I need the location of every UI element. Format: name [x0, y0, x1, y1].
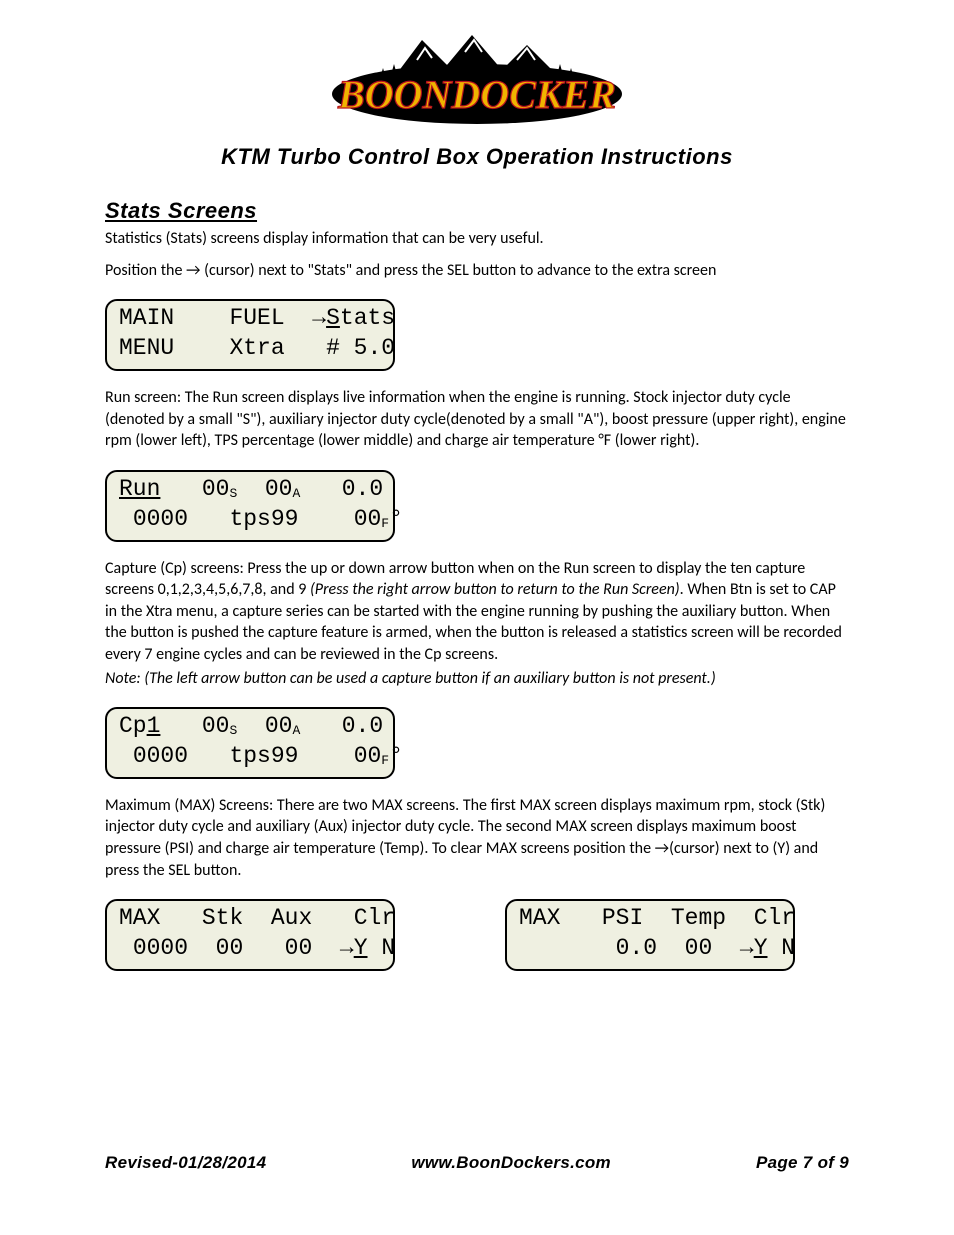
lcd5-yes: Y [754, 935, 768, 961]
position-para: Position the → (cursor) next to "Stats" … [105, 260, 849, 282]
cursor-arrow-icon: → [740, 935, 754, 961]
lcd3-temp: 00 [354, 743, 382, 769]
capture-text-b: (Press the right arrow button to return … [310, 580, 680, 599]
lcd3-boost: 0.0 [342, 713, 383, 739]
max-para: Maximum (MAX) Screens: There are two MAX… [105, 795, 849, 881]
lcd5-max: MAX [519, 905, 560, 931]
cursor-arrow-icon: → [312, 305, 326, 331]
lcd5-clr: Clr [754, 905, 795, 931]
footer-page: Page 7 of 9 [756, 1153, 849, 1173]
lcd5-psi-val: 0.0 [616, 935, 657, 961]
lcd1-xtra: Xtra [229, 335, 284, 361]
footer-url: www.BoonDockers.com [411, 1153, 611, 1173]
lcd3-f-sub: F [381, 753, 389, 768]
lcd5-no: N [768, 935, 796, 961]
lcd5-temp-val: 00 [685, 935, 713, 961]
intro-para: Statistics (Stats) screens display infor… [105, 228, 849, 250]
lcd2-run: Run [119, 476, 160, 502]
lcd2-degree-icon: ° [389, 506, 403, 532]
lcd1-stats-u: S [326, 305, 340, 331]
page-footer: Revised-01/28/2014 www.BoonDockers.com P… [105, 1153, 849, 1173]
lcd3-a-sub: A [292, 723, 300, 738]
lcd-max2-screen: MAX PSI Temp Clr 0.0 00 →Y N [505, 899, 795, 971]
lcd2-a-sub: A [292, 486, 300, 501]
lcd-max-group: MAX Stk Aux Clr 0000 00 00 →Y N MAX PSI … [105, 899, 849, 987]
lcd3-cp: Cp [119, 713, 147, 739]
lcd2-s-sub: S [229, 486, 237, 501]
lcd1-fuel: FUEL [229, 305, 284, 331]
lcd5-temp: Temp [671, 905, 726, 931]
lcd2-aux: 00 [265, 476, 293, 502]
lcd4-yes: Y [354, 935, 368, 961]
lcd2-boost: 0.0 [342, 476, 383, 502]
lcd1-main: MAIN [119, 305, 174, 331]
capture-note: Note: (The left arrow button can be used… [105, 668, 849, 690]
lcd-max1-screen: MAX Stk Aux Clr 0000 00 00 →Y N [105, 899, 395, 971]
lcd1-version: # 5.0 [326, 335, 395, 361]
lcd4-stk-val: 00 [216, 935, 244, 961]
lcd3-s-sub: S [229, 723, 237, 738]
lcd3-tps: tps99 [229, 743, 298, 769]
lcd3-cp-num: 1 [147, 713, 161, 739]
footer-revised: Revised-01/28/2014 [105, 1153, 266, 1173]
lcd4-max: MAX [119, 905, 160, 931]
logo-container: BOONDOCKER [105, 30, 849, 140]
lcd3-stock: 00 [202, 713, 230, 739]
lcd1-menu: MENU [119, 335, 174, 361]
lcd1-stats: tats [340, 305, 395, 331]
svg-text:BOONDOCKER: BOONDOCKER [337, 72, 616, 117]
lcd4-no: N [368, 935, 396, 961]
run-screen-para: Run screen: The Run screen displays live… [105, 387, 849, 452]
lcd3-rpm: 0000 [133, 743, 188, 769]
lcd4-rpm: 0000 [133, 935, 188, 961]
lcd4-aux: Aux [271, 905, 312, 931]
boondocker-logo: BOONDOCKER [317, 30, 637, 135]
lcd4-stk: Stk [202, 905, 243, 931]
lcd4-aux-val: 00 [285, 935, 313, 961]
lcd2-tps: tps99 [229, 506, 298, 532]
lcd3-degree-icon: ° [389, 743, 403, 769]
lcd3-aux: 00 [265, 713, 293, 739]
section-heading: Stats Screens [105, 198, 849, 224]
lcd5-psi: PSI [602, 905, 643, 931]
lcd2-temp: 00 [354, 506, 382, 532]
lcd-capture-screen: Cp1 00S 00A 0.0 0000 tps99 00F° [105, 707, 395, 779]
lcd2-rpm: 0000 [133, 506, 188, 532]
lcd2-f-sub: F [381, 516, 389, 531]
lcd2-stock: 00 [202, 476, 230, 502]
cursor-arrow-icon: → [340, 935, 354, 961]
lcd4-clr: Clr [354, 905, 395, 931]
lcd-run-screen: Run 00S 00A 0.0 0000 tps99 00F° [105, 470, 395, 542]
capture-para: Capture (Cp) screens: Press the up or do… [105, 558, 849, 666]
document-title: KTM Turbo Control Box Operation Instruct… [105, 144, 849, 170]
lcd-main-menu: MAIN FUEL →Stats MENU Xtra # 5.0 [105, 299, 395, 371]
